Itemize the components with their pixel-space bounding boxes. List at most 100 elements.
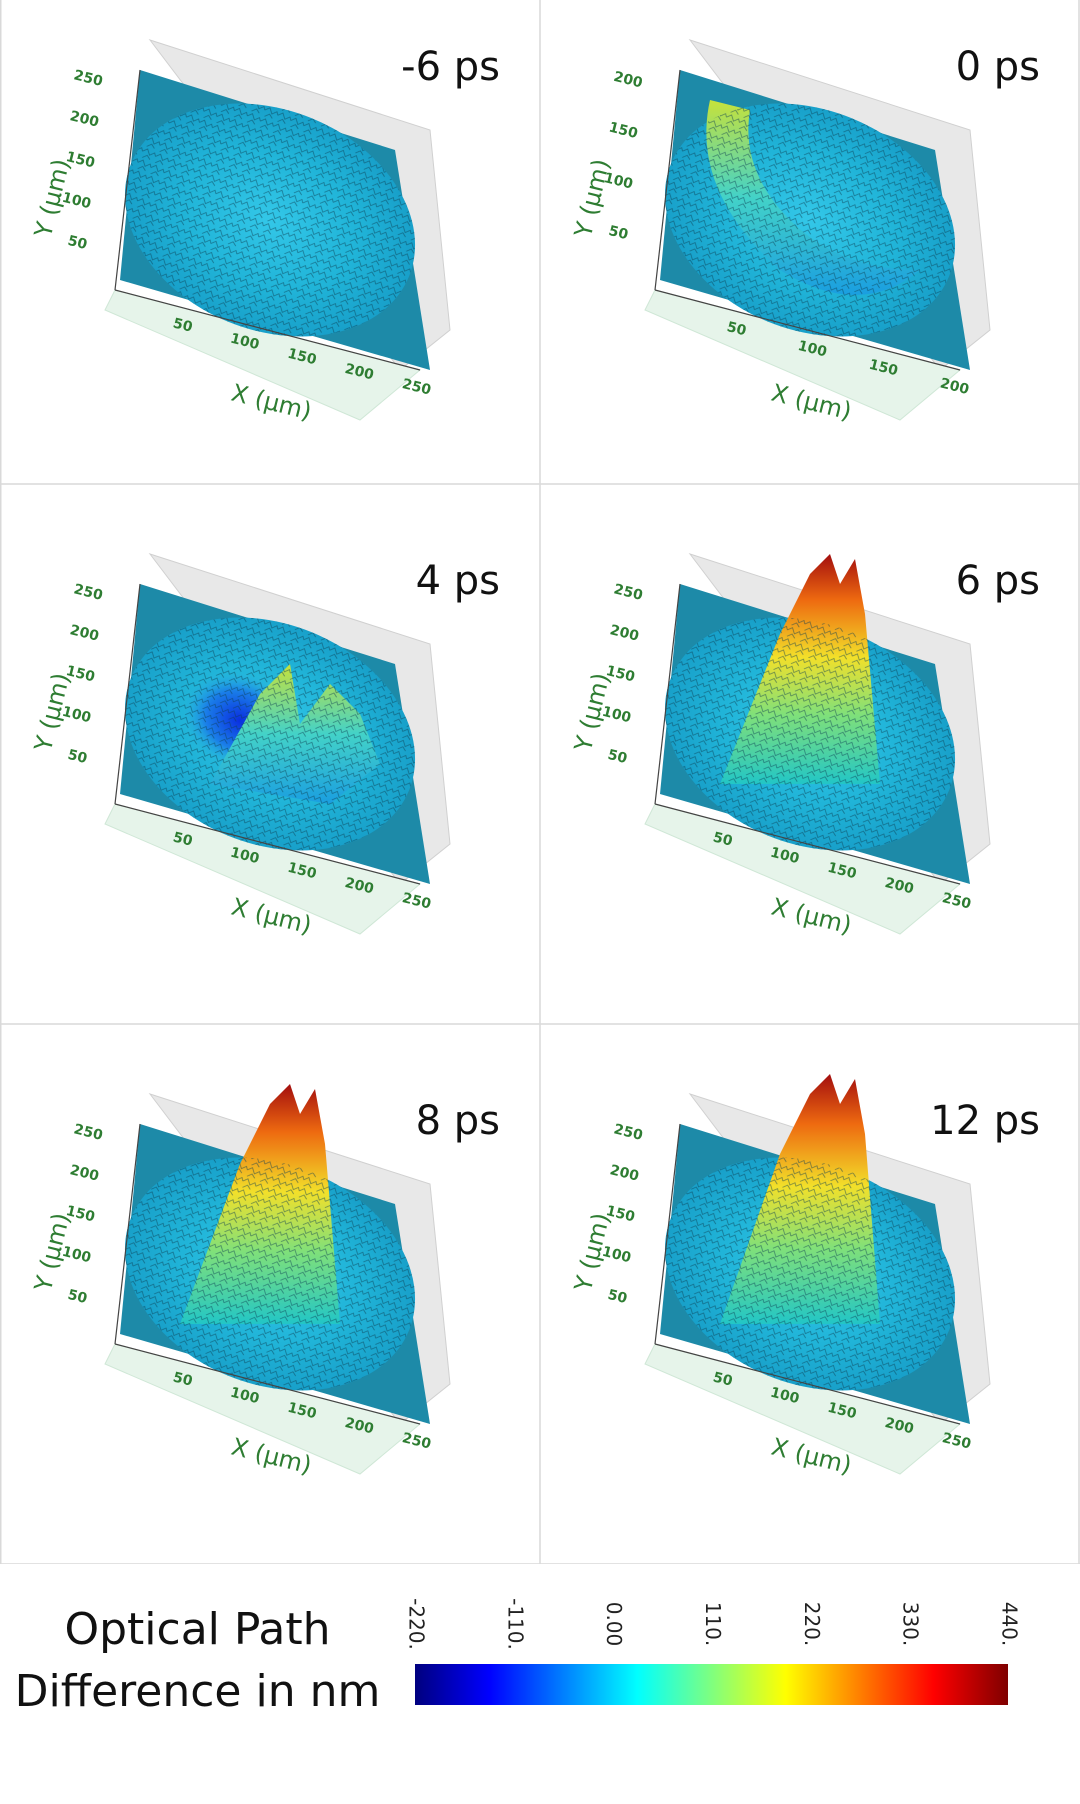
y-tick-label: 100 [60, 704, 92, 727]
y-tick-label: 100 [60, 1244, 92, 1267]
y-tick-label: 100 [600, 1244, 632, 1267]
x-tick-label: 200 [883, 875, 915, 898]
x-tick-label: 150 [286, 346, 318, 369]
y-tick-label: 150 [64, 1203, 96, 1226]
x-axis-line [654, 1343, 961, 1425]
x-tick-label: 100 [769, 1385, 801, 1408]
x-tick-label: 100 [229, 845, 261, 868]
y-tick-label: 50 [66, 233, 89, 253]
x-axis-line [654, 289, 961, 371]
y-tick-label: 250 [72, 67, 104, 90]
colorbar-tick-label: 220. [800, 1602, 824, 1647]
y-tick-label: 200 [608, 622, 640, 645]
panel-time-label: 12 ps [930, 1098, 1040, 1144]
y-axis-line [114, 1123, 141, 1345]
x-tick-label: 200 [938, 376, 970, 399]
x-tick-label: 250 [940, 1430, 972, 1453]
colorbar-tick-label: 110. [701, 1602, 725, 1647]
surface-texture [124, 103, 416, 337]
x-tick-label: 250 [400, 376, 432, 399]
y-axis-line [654, 69, 681, 291]
y-tick-label: 100 [600, 704, 632, 727]
x-tick-label: 50 [711, 1370, 734, 1390]
panel-time-label: 6 ps [956, 558, 1040, 604]
y-tick-label: 100 [60, 190, 92, 213]
surface-texture [664, 1157, 956, 1391]
y-tick-label: 200 [68, 108, 100, 131]
x-tick-label: 100 [796, 338, 828, 361]
surface-texture [664, 103, 956, 337]
x-tick-label: 150 [867, 357, 899, 380]
colorbar-title-line1: Optical Path [64, 1604, 331, 1655]
x-tick-label: 150 [286, 1400, 318, 1423]
y-tick-label: 250 [72, 581, 104, 604]
surface-texture [664, 617, 956, 851]
x-tick-label: 150 [286, 860, 318, 883]
panel-time-label: 0 ps [956, 44, 1040, 90]
x-tick-label: 50 [171, 830, 194, 850]
colorbar-tick-label: -110. [503, 1598, 527, 1650]
colorbar-gradient [415, 1664, 1008, 1705]
y-tick-label: 150 [64, 149, 96, 172]
panel-time-label: 8 ps [416, 1098, 500, 1144]
y-axis-line [654, 1123, 681, 1345]
x-tick-label: 50 [171, 1370, 194, 1390]
colorbar: -220. -110. 0.00 110. 220. 330. 440. [405, 1598, 1022, 1705]
colorbar-tick-label: 0.00 [602, 1602, 626, 1647]
x-tick-label: 100 [769, 845, 801, 868]
y-tick-label: 200 [612, 69, 644, 92]
y-tick-label: 50 [66, 1287, 89, 1307]
y-tick-label: 150 [604, 1203, 636, 1226]
y-tick-label: 200 [608, 1162, 640, 1185]
y-tick-label: 50 [606, 1287, 629, 1307]
y-tick-label: 250 [612, 581, 644, 604]
x-tick-label: 250 [400, 1430, 432, 1453]
x-tick-label: 100 [229, 331, 261, 354]
x-axis-line [114, 289, 421, 371]
colorbar-tick-label: -220. [405, 1598, 429, 1650]
x-tick-label: 200 [343, 361, 375, 384]
x-tick-label: 200 [883, 1415, 915, 1438]
y-axis-line [114, 69, 141, 291]
y-tick-label: 250 [612, 1121, 644, 1144]
y-tick-label: 50 [606, 747, 629, 767]
x-axis-line [654, 803, 961, 885]
y-tick-label: 250 [72, 1121, 104, 1144]
y-tick-label: 50 [66, 747, 89, 767]
x-tick-label: 250 [400, 890, 432, 913]
y-tick-label: 150 [607, 119, 639, 142]
y-tick-label: 100 [602, 170, 634, 193]
x-tick-label: 100 [229, 1385, 261, 1408]
y-axis-line [114, 583, 141, 805]
x-axis-line [114, 803, 421, 885]
surface-texture [124, 617, 416, 851]
x-tick-label: 200 [343, 1415, 375, 1438]
x-tick-label: 50 [725, 319, 748, 339]
y-tick-label: 200 [68, 622, 100, 645]
y-tick-label: 200 [68, 1162, 100, 1185]
panel-time-label: -6 ps [401, 44, 500, 90]
x-tick-label: 150 [826, 860, 858, 883]
y-tick-label: 50 [607, 223, 630, 243]
y-axis-label: Y (µm) [569, 156, 616, 241]
colorbar-block: Optical Path Difference in nm -220. -110.… [0, 1564, 1080, 1804]
y-tick-label: 150 [64, 663, 96, 686]
x-tick-label: 50 [171, 316, 194, 336]
colorbar-title-line2: Difference in nm [14, 1666, 381, 1717]
colorbar-tick-label: 330. [899, 1602, 923, 1647]
y-axis-line [654, 583, 681, 805]
y-tick-label: 150 [604, 663, 636, 686]
colorbar-tick-label: 440. [998, 1602, 1022, 1647]
panel-time-label: 4 ps [416, 558, 500, 604]
x-tick-label: 200 [343, 875, 375, 898]
x-tick-label: 250 [940, 890, 972, 913]
x-tick-label: 150 [826, 1400, 858, 1423]
surface-texture [124, 1157, 416, 1391]
